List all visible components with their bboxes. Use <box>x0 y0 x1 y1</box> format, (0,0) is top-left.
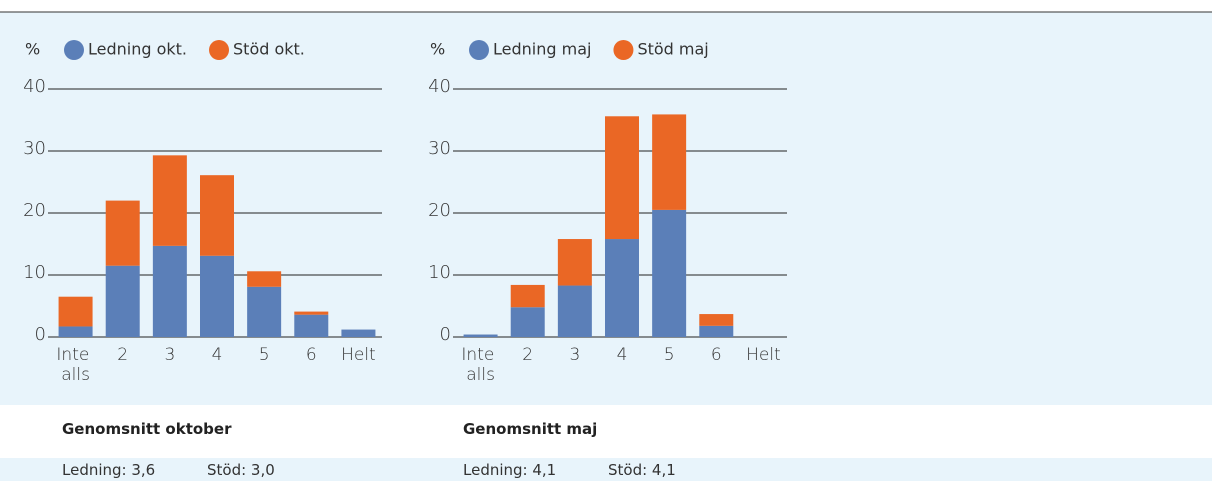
x-tick-label: Inte alls <box>56 345 94 385</box>
legend-label: Stöd okt. <box>233 40 305 59</box>
bar-segment <box>605 239 639 337</box>
bar-segment <box>105 200 140 266</box>
y-tick-label: 0 <box>440 324 451 345</box>
legend-label: Ledning maj <box>493 40 591 59</box>
y-tick-label: 20 <box>23 200 46 221</box>
summary-item: Stöd: 3,0 <box>207 461 275 479</box>
x-tick-label: 6 <box>306 345 317 365</box>
bar-segment <box>294 314 329 337</box>
y-tick-label: 30 <box>428 138 451 159</box>
bar-segment <box>341 329 376 337</box>
y-axis-label: % <box>430 40 445 59</box>
bar-segment <box>247 271 282 287</box>
legend-swatch <box>64 40 84 60</box>
x-tick-label: 5 <box>259 345 270 365</box>
y-tick-label: 10 <box>428 262 451 283</box>
x-tick-label: 3 <box>164 345 175 365</box>
x-tick-label: 2 <box>117 345 128 365</box>
summary-row <box>0 458 1212 481</box>
legend-label: Ledning okt. <box>88 40 187 59</box>
bar-segment <box>200 175 234 256</box>
x-tick-label: Helt <box>341 345 376 365</box>
x-tick-label: 3 <box>569 345 580 365</box>
x-tick-label: 2 <box>522 345 533 365</box>
bar-segment <box>152 245 187 337</box>
legend-swatch <box>613 40 634 60</box>
bar-segment <box>652 209 687 337</box>
bar-segment <box>652 114 687 210</box>
bar-segment <box>200 255 234 337</box>
bar-segment <box>510 307 545 337</box>
y-tick-label: 40 <box>23 76 46 97</box>
bar-segment <box>699 325 734 337</box>
bar-segment <box>294 311 329 315</box>
bar-segment <box>557 285 592 337</box>
x-tick-label: Inte alls <box>461 345 499 385</box>
y-tick-label: 40 <box>428 76 451 97</box>
x-tick-label: 4 <box>617 345 628 365</box>
summary-item: Ledning: 4,1 <box>463 461 557 479</box>
y-axis-label: % <box>25 40 40 59</box>
y-tick-label: 30 <box>23 138 46 159</box>
bar-segment <box>58 326 93 337</box>
x-tick-label: 4 <box>212 345 223 365</box>
bar-segment <box>247 286 282 337</box>
bar-segment <box>58 296 93 327</box>
y-tick-label: 10 <box>23 262 46 283</box>
summary-title: Genomsnitt oktober <box>62 420 232 438</box>
bar-segment <box>463 334 498 337</box>
bar-segment <box>510 284 545 308</box>
bar-segment <box>557 239 592 286</box>
x-tick-label: 5 <box>664 345 675 365</box>
summary-item: Stöd: 4,1 <box>608 461 676 479</box>
x-tick-label: 6 <box>711 345 722 365</box>
bar-segment <box>605 116 639 240</box>
legend-swatch <box>209 40 230 60</box>
bar-segment <box>152 155 187 246</box>
y-tick-label: 0 <box>35 324 46 345</box>
y-tick-label: 20 <box>428 200 451 221</box>
x-tick-label: Helt <box>746 345 781 365</box>
legend-swatch <box>469 40 489 60</box>
summary-title: Genomsnitt maj <box>463 420 598 438</box>
bar-segment <box>699 314 734 326</box>
bar-segment <box>105 265 140 337</box>
summary-item: Ledning: 3,6 <box>62 461 156 479</box>
legend-label: Stöd maj <box>637 40 708 59</box>
